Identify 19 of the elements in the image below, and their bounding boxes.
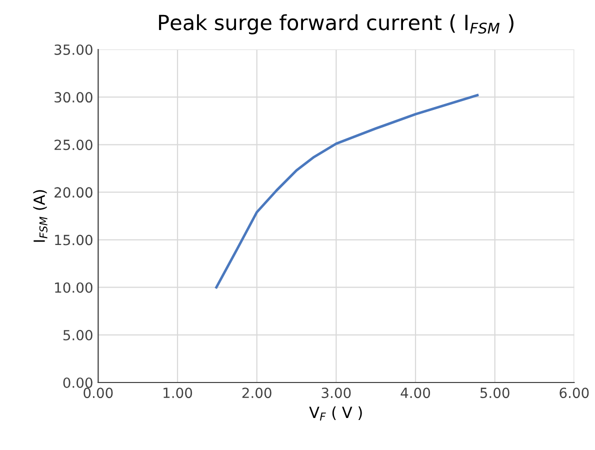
x-tick-label: 2.00 bbox=[242, 388, 272, 398]
y-tick-label: 30.00 bbox=[54, 92, 92, 103]
line-series bbox=[215, 94, 479, 289]
x-tick-label: 1.00 bbox=[164, 388, 192, 398]
x-axis-title: V$_{F}$ ( V ) bbox=[309, 406, 362, 420]
y-tick-label: 0.00 bbox=[63, 377, 92, 388]
y-tick-label: 25.00 bbox=[54, 140, 92, 150]
y-tick-label: 35.00 bbox=[54, 44, 92, 55]
y-axis-title: I$_{FSM}$ (A) bbox=[33, 190, 48, 242]
y-tick-label: 20.00 bbox=[54, 187, 92, 198]
x-tick-label: 4.00 bbox=[400, 388, 430, 398]
x-tick-label: 0.00 bbox=[84, 388, 113, 398]
y-tick-label: 5.00 bbox=[63, 330, 92, 340]
x-tick-label: 5.00 bbox=[480, 388, 510, 398]
y-tick-label: 15.00 bbox=[55, 234, 92, 246]
chart-title: Peak surge forward current ( I$_{FSM}$ ) bbox=[159, 14, 514, 34]
y-tick-label: 10.00 bbox=[55, 282, 92, 293]
x-tick-label: 6.00 bbox=[560, 388, 589, 398]
x-tick-label: 3.00 bbox=[322, 388, 351, 398]
